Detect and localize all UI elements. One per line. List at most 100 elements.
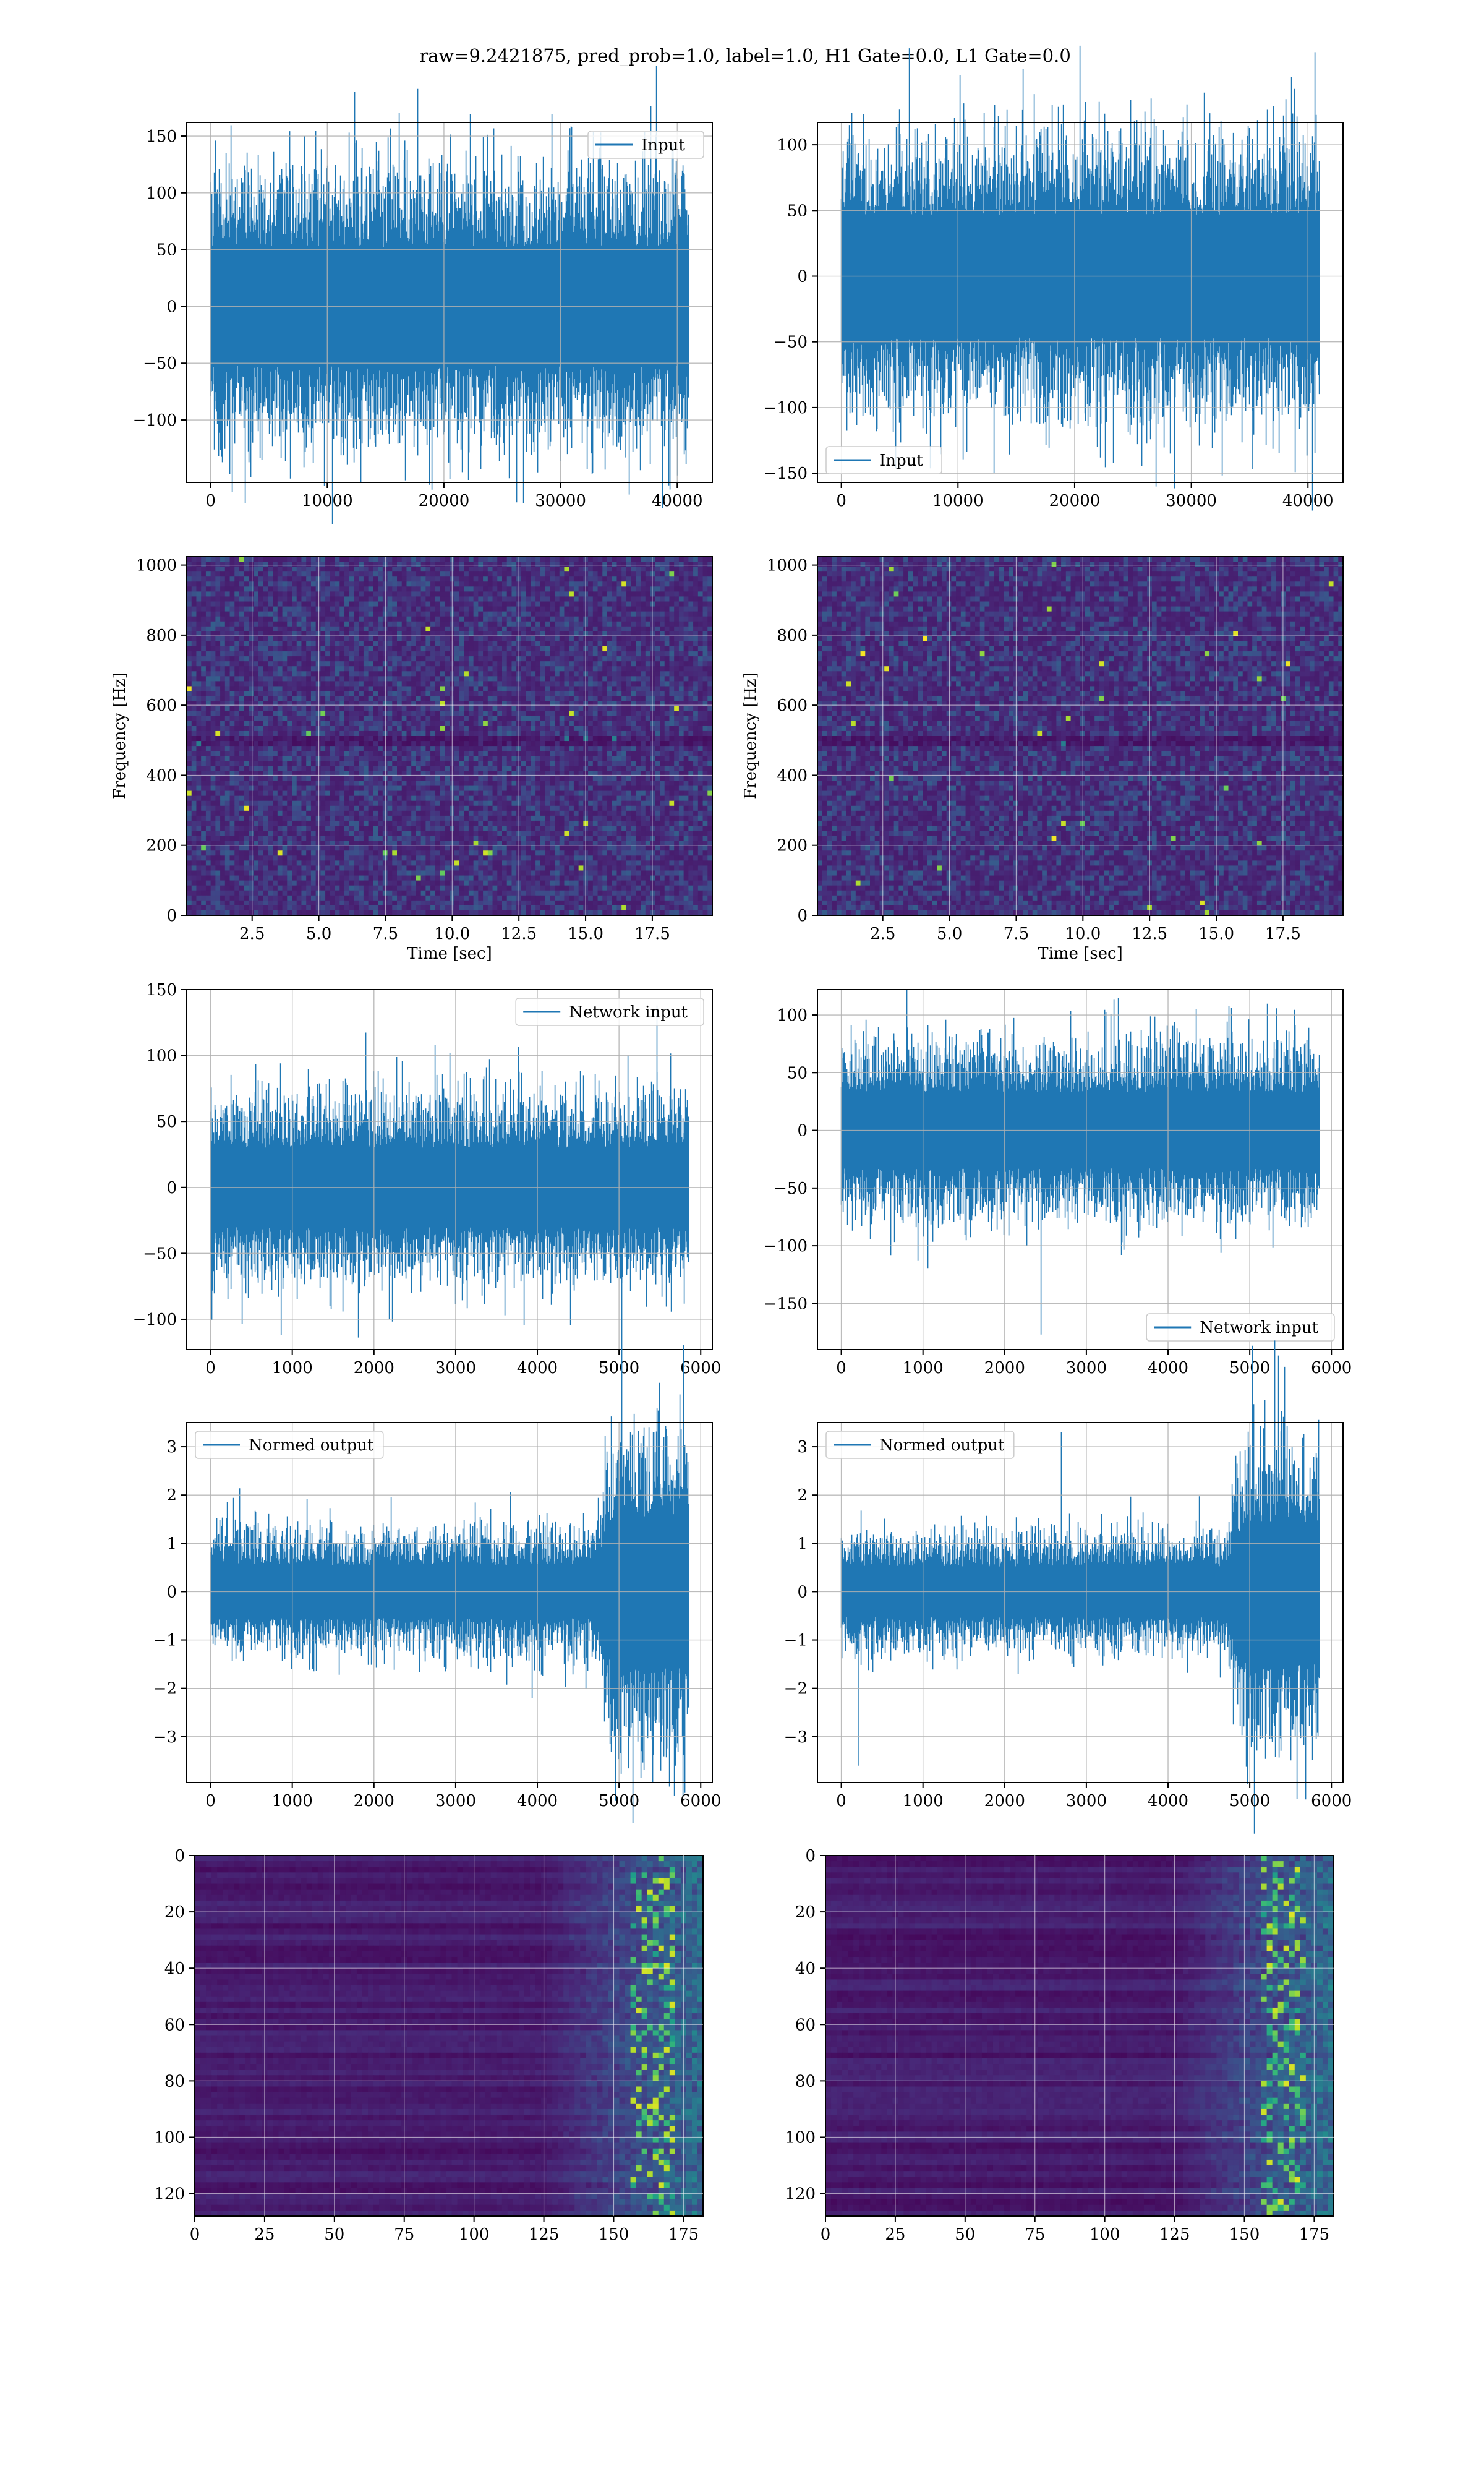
heatmap-cell [669, 631, 675, 637]
heatmap-cell [306, 706, 312, 712]
heatmap-cell [287, 596, 292, 602]
heatmap-cell [373, 661, 378, 667]
heatmap-cell [569, 721, 574, 727]
heatmap-cell [196, 591, 202, 597]
heatmap-cell [301, 726, 307, 732]
heatmap-cell [621, 567, 627, 572]
heatmap-cell [354, 601, 359, 607]
heatmap-cell [397, 701, 403, 707]
heatmap-cell [368, 676, 373, 682]
heatmap-cell [607, 761, 613, 766]
heatmap-cell [612, 571, 618, 577]
heatmap-cell [411, 706, 417, 712]
heatmap-cell [273, 562, 278, 567]
heatmap-cell [306, 661, 312, 667]
heatmap-cell [268, 621, 273, 627]
heatmap-cell [201, 606, 207, 612]
heatmap-cell [277, 756, 283, 761]
heatmap-cell [205, 776, 211, 782]
heatmap-cell [258, 557, 264, 562]
heatmap-cell [535, 606, 541, 612]
heatmap-cell [688, 571, 694, 577]
heatmap-cell [363, 621, 369, 627]
heatmap-cell [425, 726, 431, 732]
heatmap-cell [478, 676, 484, 682]
heatmap-cell [473, 616, 479, 622]
heatmap-cell [335, 557, 340, 562]
heatmap-cell [669, 726, 675, 732]
heatmap-cell [378, 676, 383, 682]
heatmap-cell [468, 716, 474, 722]
heatmap-cell [592, 766, 599, 771]
heatmap-cell [258, 661, 264, 667]
heatmap-cell [459, 606, 464, 612]
heatmap-cell [468, 616, 474, 622]
heatmap-cell [363, 606, 369, 612]
heatmap-cell [420, 701, 426, 707]
heatmap-cell [636, 761, 641, 766]
heatmap-cell [378, 586, 383, 592]
heatmap-cell [277, 706, 283, 712]
heatmap-cell [526, 616, 531, 622]
heatmap-cell [683, 711, 689, 717]
heatmap-cell [310, 631, 317, 637]
heatmap-cell [196, 756, 202, 761]
heatmap-cell [559, 761, 565, 766]
heatmap-cell [373, 567, 378, 572]
heatmap-cell [406, 686, 412, 692]
heatmap-cell [282, 621, 288, 627]
heatmap-cell [287, 676, 292, 682]
heatmap-cell [492, 721, 498, 727]
heatmap-cell [697, 741, 704, 747]
heatmap-cell [602, 636, 608, 642]
heatmap-cell [373, 621, 378, 627]
heatmap-cell [473, 576, 479, 582]
heatmap-cell [239, 562, 245, 567]
heatmap-cell [440, 681, 445, 687]
heatmap-cell [344, 726, 350, 732]
heatmap-cell [420, 661, 426, 667]
heatmap-cell [521, 726, 527, 732]
heatmap-cell [616, 576, 622, 582]
heatmap-cell [224, 706, 231, 712]
heatmap-cell [459, 571, 464, 577]
heatmap-cell [588, 726, 594, 732]
heatmap-cell [397, 571, 403, 577]
heatmap-cell [359, 562, 364, 567]
heatmap-cell [263, 741, 268, 747]
heatmap-cell [435, 676, 441, 682]
heatmap-cell [607, 706, 613, 712]
heatmap-cell [707, 631, 713, 637]
heatmap-cell [320, 701, 326, 707]
heatmap-cell [205, 562, 211, 567]
heatmap-cell [445, 736, 450, 742]
heatmap-cell [641, 726, 646, 732]
heatmap-cell [678, 676, 684, 682]
heatmap-cell [349, 571, 355, 577]
heatmap-cell [191, 771, 197, 777]
heatmap-cell [411, 626, 417, 632]
heatmap-cell [392, 596, 398, 602]
heatmap-cell [268, 601, 273, 607]
heatmap-cell [205, 576, 211, 582]
heatmap-cell [406, 726, 412, 732]
heatmap-cell [268, 761, 273, 766]
heatmap-cell [325, 571, 331, 577]
heatmap-cell [578, 641, 584, 647]
heatmap-cell [229, 576, 235, 582]
heatmap-cell [368, 726, 373, 732]
heatmap-cell [440, 741, 445, 747]
heatmap-cell [440, 701, 445, 707]
heatmap-cell [191, 766, 197, 771]
heatmap-cell [492, 651, 498, 657]
heatmap-cell [569, 611, 574, 617]
heatmap-cell [220, 666, 226, 672]
heatmap-cell [440, 636, 445, 642]
heatmap-cell [435, 686, 441, 692]
heatmap-cell [273, 766, 278, 771]
heatmap-cell [555, 656, 560, 662]
heatmap-cell [683, 606, 689, 612]
heatmap-cell [531, 611, 536, 617]
heatmap-cell [325, 671, 331, 677]
heatmap-cell [239, 557, 245, 562]
